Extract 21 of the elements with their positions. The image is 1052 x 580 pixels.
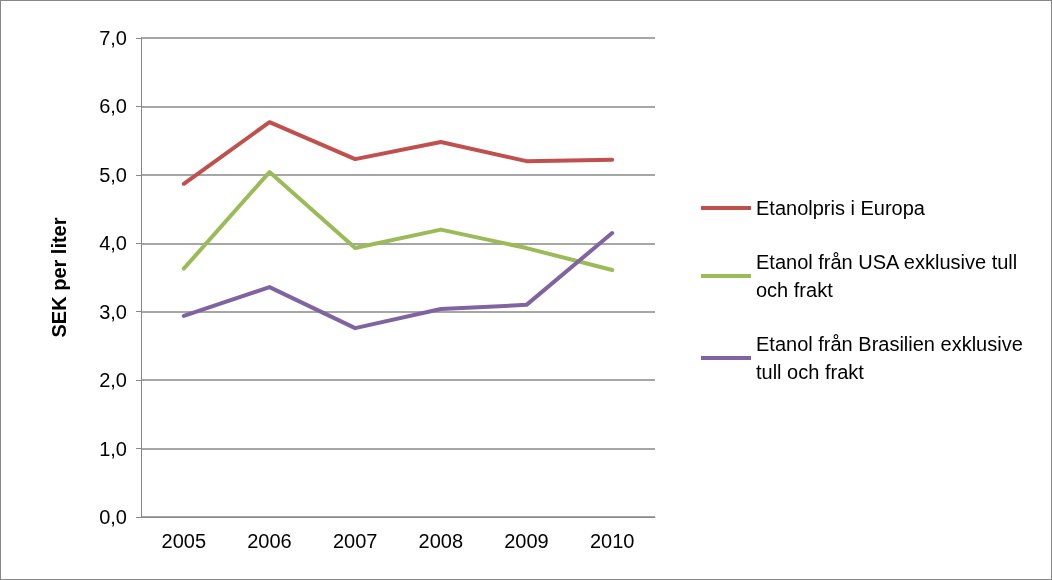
legend-label: Etanol från Brasilien exklusive tull och frakt <box>756 333 1029 383</box>
line-series <box>181 120 615 186</box>
x-tick-label: 2010 <box>589 530 635 552</box>
x-tick-label: 2007 <box>332 530 378 552</box>
y-tick-label: 2,0 <box>99 369 127 392</box>
line-series <box>181 231 615 331</box>
x-tick-label: 2009 <box>504 530 549 552</box>
y-tick-label: 0,0 <box>99 506 127 528</box>
y-tick-label: 1,0 <box>99 437 127 460</box>
y-tick-label: 4,0 <box>99 232 127 255</box>
y-tick-label: 6,0 <box>99 95 127 118</box>
legend-label: Etanolpris i Europa <box>756 197 926 219</box>
y-tick-label: 5,0 <box>99 163 127 186</box>
x-tick-label: 2006 <box>247 530 292 552</box>
x-tick-label: 2008 <box>418 530 464 552</box>
y-tick-label: 3,0 <box>99 300 127 323</box>
x-tick-label: 2005 <box>161 530 207 552</box>
y-axis-title: SEK per liter <box>48 217 70 338</box>
line-series <box>181 170 615 272</box>
legend-label: Etanol från USA exklusive tull och frakt <box>756 251 1023 301</box>
y-tick-label: 7,0 <box>99 27 127 49</box>
